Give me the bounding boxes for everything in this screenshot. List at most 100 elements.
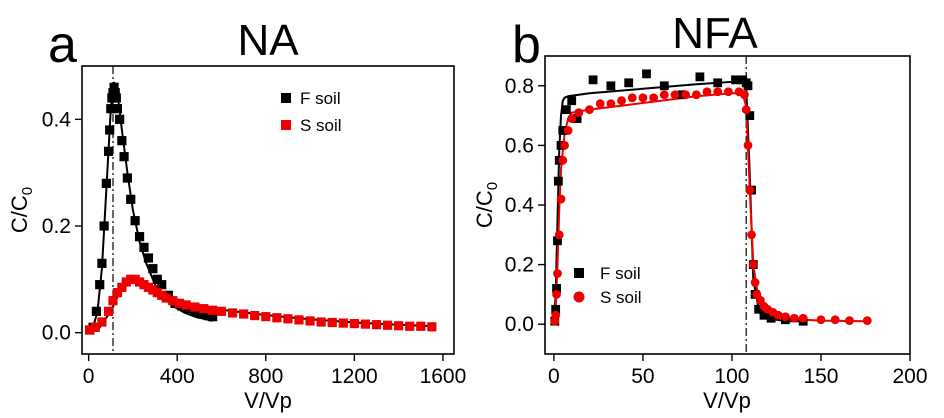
data-point	[638, 93, 648, 103]
panel-b-title: NFA	[672, 9, 758, 58]
data-point	[585, 105, 594, 115]
panel-b-letter: b	[512, 16, 541, 74]
x-tick-label: 50	[631, 365, 654, 388]
data-point	[105, 125, 115, 135]
panel-a-legend: F soil S soil	[281, 89, 342, 135]
panel-b-data-points	[550, 69, 872, 326]
data-point	[216, 306, 227, 316]
data-point	[117, 282, 127, 292]
data-point	[659, 90, 669, 100]
data-point	[789, 313, 799, 323]
data-point	[747, 230, 756, 240]
data-point	[157, 280, 167, 290]
data-point	[103, 146, 114, 156]
x-tick-label: 1600	[420, 365, 467, 388]
data-point	[316, 317, 326, 327]
data-point	[572, 114, 582, 123]
data-point	[606, 99, 616, 109]
data-point	[382, 320, 393, 330]
data-point	[130, 216, 140, 226]
panel-a-legend-label-s-soil: S soil	[300, 116, 342, 135]
data-point	[196, 309, 207, 319]
panel-b-y-axis: 0.0 0.2 0.4 0.6 0.8	[505, 75, 545, 336]
data-point	[627, 93, 637, 103]
y-tick-label: 0.4	[42, 108, 72, 131]
data-point	[112, 288, 123, 298]
data-point	[227, 308, 238, 318]
panel-b-y-axis-title-sub: 0	[484, 182, 501, 190]
data-point	[174, 298, 185, 308]
data-point	[90, 322, 100, 332]
data-point	[97, 317, 107, 327]
data-point	[110, 88, 120, 98]
data-point	[754, 304, 764, 314]
panel-b-x-axis: 0 50 100 150 200	[548, 354, 928, 388]
data-point	[798, 313, 808, 323]
data-point	[101, 178, 111, 188]
data-point	[405, 321, 415, 331]
data-point	[109, 82, 119, 92]
data-point	[659, 81, 669, 91]
x-tick-label: 0	[83, 365, 95, 388]
data-point	[143, 253, 154, 263]
panel-b-legend-marker-f-soil	[574, 268, 584, 278]
data-point	[552, 290, 561, 299]
panel-a-fit-lines	[87, 81, 435, 334]
data-point	[371, 320, 382, 330]
y-tick-label: 0.4	[505, 194, 535, 217]
data-point	[208, 312, 218, 322]
panel-b-y-axis-title: C/C0	[472, 182, 501, 228]
data-point	[713, 78, 723, 88]
panel-a-legend-marker-f-soil	[281, 93, 291, 103]
data-point	[416, 321, 426, 331]
panel-a-x-axis-title: V/Vp	[244, 388, 292, 413]
data-point	[427, 322, 437, 332]
panel-a-y-axis-title: C/C0	[7, 187, 36, 233]
data-point	[561, 105, 571, 115]
data-point	[574, 108, 584, 118]
data-point	[830, 315, 840, 325]
x-tick-label: 800	[248, 365, 283, 388]
data-point	[567, 114, 577, 123]
data-point	[239, 309, 249, 319]
data-point	[91, 306, 101, 316]
data-point	[199, 304, 209, 314]
data-point	[617, 96, 626, 106]
data-point	[327, 317, 337, 328]
data-point	[108, 296, 118, 306]
data-point	[681, 90, 691, 100]
x-tick-label: 400	[160, 365, 195, 388]
data-point	[85, 325, 95, 335]
y-tick-label: 0.2	[42, 215, 71, 238]
y-tick-label: 0.8	[505, 75, 534, 98]
data-point	[713, 87, 723, 97]
x-tick-label: 150	[803, 365, 838, 388]
data-point	[748, 260, 758, 269]
data-point	[773, 310, 783, 320]
data-point	[106, 104, 116, 114]
fit-line	[552, 80, 804, 325]
panel-b-legend-label-s-soil: S soil	[600, 288, 642, 307]
panel-b-chart: b NFA 0 50 100 150 200 0.00.20.40.60.8 V/Vp …	[472, 9, 928, 413]
y-tick-label: 0.6	[505, 134, 534, 157]
panel-b-y-axis-title-main: C/C	[472, 190, 497, 228]
data-point	[148, 264, 158, 274]
data-point	[553, 236, 562, 246]
data-point	[139, 242, 149, 252]
x-tick-label: 1200	[331, 365, 378, 388]
data-point	[560, 141, 569, 150]
data-point	[250, 311, 260, 321]
data-point	[606, 81, 616, 91]
data-point	[294, 315, 304, 325]
data-point	[553, 176, 563, 186]
data-point	[588, 75, 598, 85]
x-tick-label: 0	[548, 365, 560, 388]
panel-a-legend-marker-s-soil	[281, 120, 291, 130]
data-point	[551, 310, 561, 320]
data-point	[642, 69, 651, 79]
data-point	[563, 126, 573, 135]
data-point	[181, 300, 191, 310]
panel-b-x-axis-title: V/Vp	[703, 388, 751, 413]
data-point	[759, 310, 769, 320]
